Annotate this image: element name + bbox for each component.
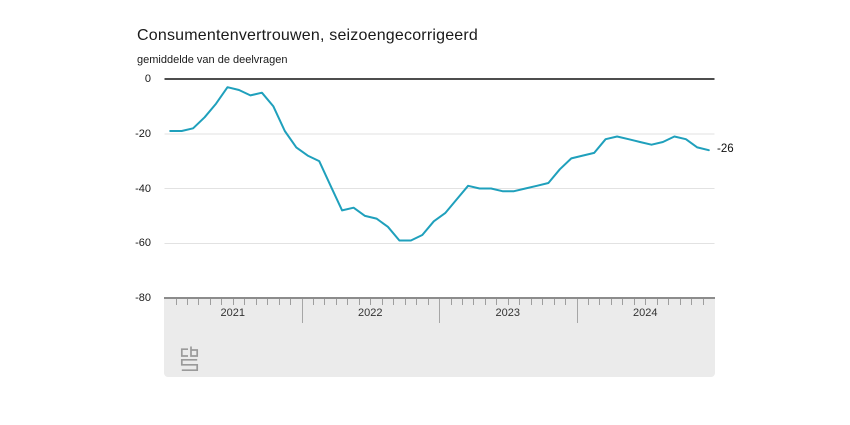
last-value-label: -26 — [717, 143, 734, 155]
month-tick — [313, 299, 314, 305]
month-tick — [691, 299, 693, 305]
year-divider-tick — [439, 299, 440, 323]
y-axis-label: -40 — [135, 182, 151, 195]
month-tick — [393, 299, 395, 305]
month-tick — [484, 299, 486, 305]
month-tick — [656, 299, 658, 305]
month-tick — [679, 299, 681, 305]
month-tick — [175, 299, 177, 305]
month-tick — [645, 299, 647, 305]
month-tick — [290, 299, 291, 305]
year-divider-tick — [576, 299, 578, 323]
month-tick — [267, 299, 269, 305]
month-tick — [186, 299, 188, 305]
month-tick — [221, 299, 223, 305]
month-tick — [610, 299, 612, 305]
series-line — [169, 86, 710, 242]
year-divider-tick — [301, 299, 303, 323]
cbs-logo-c — [180, 348, 188, 357]
month-tick — [553, 299, 555, 305]
month-tick — [702, 299, 704, 305]
month-tick — [519, 299, 521, 305]
month-tick — [370, 299, 372, 305]
year-label: 2021 — [220, 307, 245, 319]
y-axis-label: -20 — [135, 127, 151, 140]
month-tick — [324, 299, 326, 305]
month-tick — [599, 299, 601, 305]
month-tick — [633, 299, 635, 305]
month-tick — [668, 299, 670, 305]
month-tick — [530, 299, 532, 305]
month-tick — [542, 299, 544, 305]
y-axis: 0 -20 -40 -60 -80 — [0, 0, 151, 320]
month-tick — [461, 299, 463, 305]
year-label: 2024 — [633, 307, 658, 319]
month-tick — [347, 299, 349, 305]
month-tick — [244, 299, 246, 305]
month-tick — [404, 299, 406, 305]
month-tick — [473, 299, 475, 305]
month-tick — [255, 299, 257, 305]
y-axis-label: -80 — [135, 292, 151, 304]
month-tick — [496, 299, 498, 305]
cbs-logo — [180, 346, 199, 372]
chart-title: Consumentenvertrouwen, seizoengecorrigee… — [137, 27, 479, 44]
month-tick — [278, 299, 280, 305]
month-tick — [565, 299, 566, 305]
chart-subtitle: gemiddelde van de deelvragen — [137, 54, 288, 66]
month-tick — [335, 299, 337, 305]
month-tick — [507, 299, 509, 305]
x-axis-panel: 2021 2022 2023 2024 — [164, 297, 715, 377]
month-tick — [198, 299, 200, 305]
cbs-logo-b — [190, 346, 199, 357]
month-tick — [450, 299, 452, 305]
y-axis-label: -60 — [135, 237, 151, 250]
year-label: 2022 — [358, 307, 383, 319]
cbs-logo-s — [180, 358, 199, 372]
month-tick — [588, 299, 589, 305]
month-tick — [416, 299, 418, 305]
month-tick — [381, 299, 383, 305]
month-tick — [358, 299, 360, 305]
month-tick — [427, 299, 429, 305]
year-label: 2023 — [495, 307, 520, 319]
y-axis-label: 0 — [144, 73, 151, 85]
month-tick — [232, 299, 234, 305]
month-tick — [622, 299, 624, 305]
month-tick — [209, 299, 211, 305]
